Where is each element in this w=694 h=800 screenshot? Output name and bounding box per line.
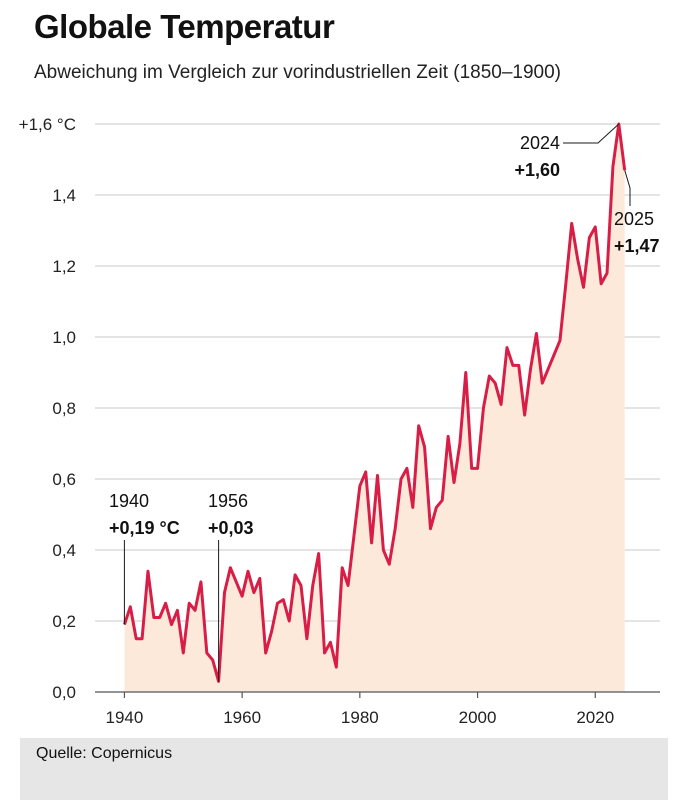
footer-bar	[20, 738, 668, 800]
y-tick-label: +1,6 °C	[19, 115, 76, 134]
y-tick-labels: 0,0 0,2 0,4 0,6 0,8 1,0 1,2 1,4 +1,6 °C	[19, 115, 76, 702]
chart-subtitle: Abweichung im Vergleich zur vorindustrie…	[34, 62, 562, 83]
y-tick-label: 0,0	[52, 683, 76, 702]
annotations: 1940 +0,19 °C 1956 +0,03 2024 +1,60 2025 +1,47	[109, 123, 660, 682]
y-tick-label: 0,6	[52, 470, 76, 489]
annotation-year: 2025	[614, 209, 654, 229]
series-line	[123, 122, 627, 683]
annotation-year: 1940	[109, 491, 149, 511]
annotation-year: 1956	[208, 491, 248, 511]
x-tick-label: 1940	[106, 708, 144, 727]
y-tick-label: 1,2	[52, 257, 76, 276]
area-fill	[124, 124, 625, 692]
y-tick-label: 1,4	[52, 186, 76, 205]
y-tick-label: 0,2	[52, 612, 76, 631]
x-tick-label: 2000	[459, 708, 497, 727]
annotation-value: +1,60	[514, 160, 560, 180]
annotation-leader	[563, 123, 620, 144]
chart-title: Globale Temperatur	[34, 8, 335, 45]
y-tick-label: 0,8	[52, 399, 76, 418]
x-tick-label: 1960	[223, 708, 261, 727]
y-tick-label: 0,4	[52, 541, 76, 560]
annotation-leader	[624, 169, 631, 206]
annotation-value: +1,47	[614, 236, 660, 256]
x-tick-label: 2020	[576, 708, 614, 727]
x-tick-label: 1980	[341, 708, 379, 727]
annotation-year: 2024	[520, 133, 560, 153]
source-label: Quelle: Copernicus	[36, 745, 173, 762]
annotation-value: +0,03	[208, 518, 254, 538]
y-tick-label: 1,0	[52, 328, 76, 347]
annotation-value: +0,19 °C	[109, 518, 180, 538]
x-tick-labels: 1940 1960 1980 2000 2020	[106, 692, 614, 727]
